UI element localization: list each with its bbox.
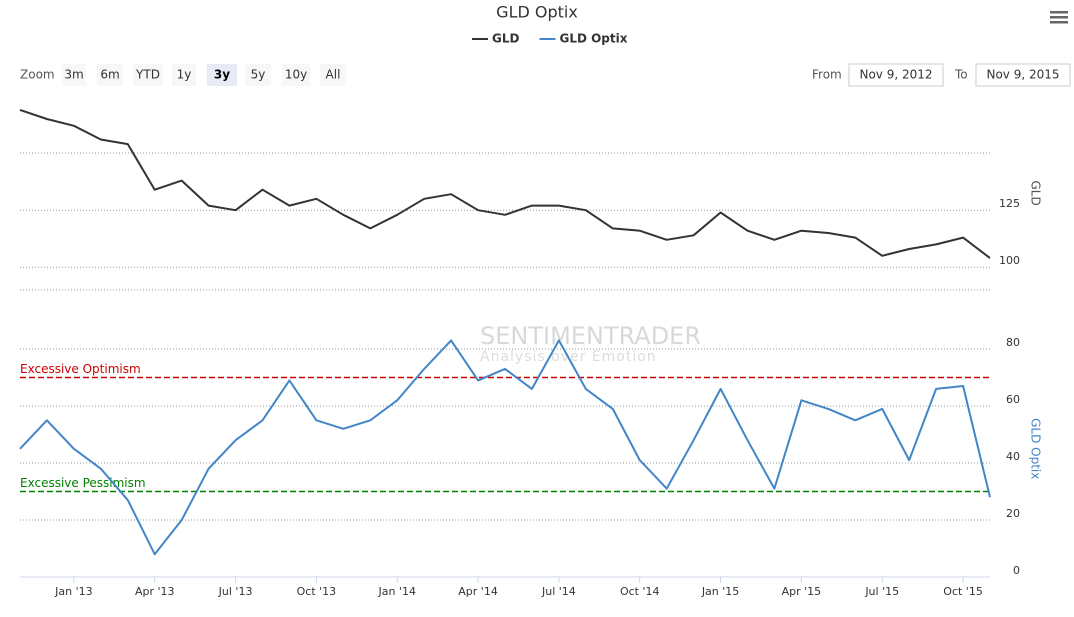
range-button-label[interactable]: 3y	[214, 68, 230, 82]
x-tick-label: Jan '13	[54, 585, 92, 598]
from-input[interactable]	[848, 63, 944, 87]
menu-icon[interactable]	[1050, 11, 1068, 24]
range-button[interactable]	[97, 64, 123, 86]
range-button[interactable]	[282, 64, 310, 86]
legend-label[interactable]: GLD	[492, 32, 519, 46]
y-tick-label: 60	[1006, 393, 1020, 406]
to-input[interactable]	[975, 63, 1071, 87]
range-button-label[interactable]: 6m	[100, 68, 119, 82]
y-tick-label: 40	[1006, 450, 1020, 463]
x-tick-label: Apr '14	[458, 585, 498, 598]
reference-label: Excessive Pessimism	[20, 476, 146, 490]
x-tick-label: Jan '14	[377, 585, 415, 598]
x-tick-label: Oct '15	[943, 585, 983, 598]
zoom-label: Zoom	[20, 68, 55, 82]
y-axis-title: GLD	[1029, 180, 1043, 205]
range-button[interactable]	[172, 64, 196, 86]
watermark: SENTIMENTRADER	[480, 322, 701, 350]
range-button[interactable]	[62, 64, 86, 86]
range-button[interactable]	[133, 64, 163, 86]
range-button[interactable]	[245, 64, 271, 86]
reference-label: Excessive Optimism	[20, 362, 141, 376]
x-tick-label: Apr '15	[782, 585, 822, 598]
x-tick-label: Jul '14	[541, 585, 576, 598]
range-button-label[interactable]: 5y	[251, 68, 266, 82]
range-button-label[interactable]: 10y	[285, 68, 307, 82]
y-axis-title: GLD Optix	[1029, 418, 1043, 479]
x-tick-label: Jul '15	[864, 585, 899, 598]
x-tick-label: Jan '15	[701, 585, 739, 598]
to-value[interactable]: Nov 9, 2015	[986, 68, 1059, 82]
y-tick-label: 0	[1013, 564, 1020, 577]
series-line	[19, 108, 991, 259]
chart-title: GLD Optix	[496, 3, 578, 22]
legend-label[interactable]: GLD Optix	[559, 32, 627, 46]
y-tick-label: 80	[1006, 336, 1020, 349]
y-tick-label: 20	[1006, 507, 1020, 520]
range-button-label[interactable]: All	[326, 68, 341, 82]
series-line	[19, 339, 991, 556]
x-tick-label: Apr '13	[135, 585, 175, 598]
y-tick-label: 100	[999, 254, 1020, 267]
from-label: From	[812, 68, 842, 82]
x-tick-label: Oct '13	[297, 585, 337, 598]
to-label: To	[954, 68, 968, 82]
range-button[interactable]	[207, 64, 237, 86]
range-button-label[interactable]: 3m	[64, 68, 83, 82]
from-value[interactable]: Nov 9, 2012	[859, 68, 932, 82]
range-button[interactable]	[320, 64, 346, 86]
x-tick-label: Jul '13	[218, 585, 253, 598]
range-button-label[interactable]: 1y	[177, 68, 192, 82]
x-tick-label: Oct '14	[620, 585, 660, 598]
range-button-label[interactable]: YTD	[135, 68, 160, 82]
y-tick-label: 125	[999, 197, 1020, 210]
